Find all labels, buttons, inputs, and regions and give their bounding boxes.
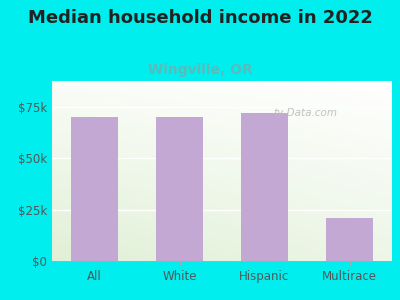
Bar: [241, 113, 288, 261]
Bar: [156, 117, 203, 261]
Bar: [326, 218, 373, 261]
Text: ty-Data.com: ty-Data.com: [273, 108, 337, 118]
Bar: [71, 117, 118, 261]
Text: Median household income in 2022: Median household income in 2022: [28, 9, 372, 27]
Text: Wingville, OR: Wingville, OR: [148, 63, 252, 77]
